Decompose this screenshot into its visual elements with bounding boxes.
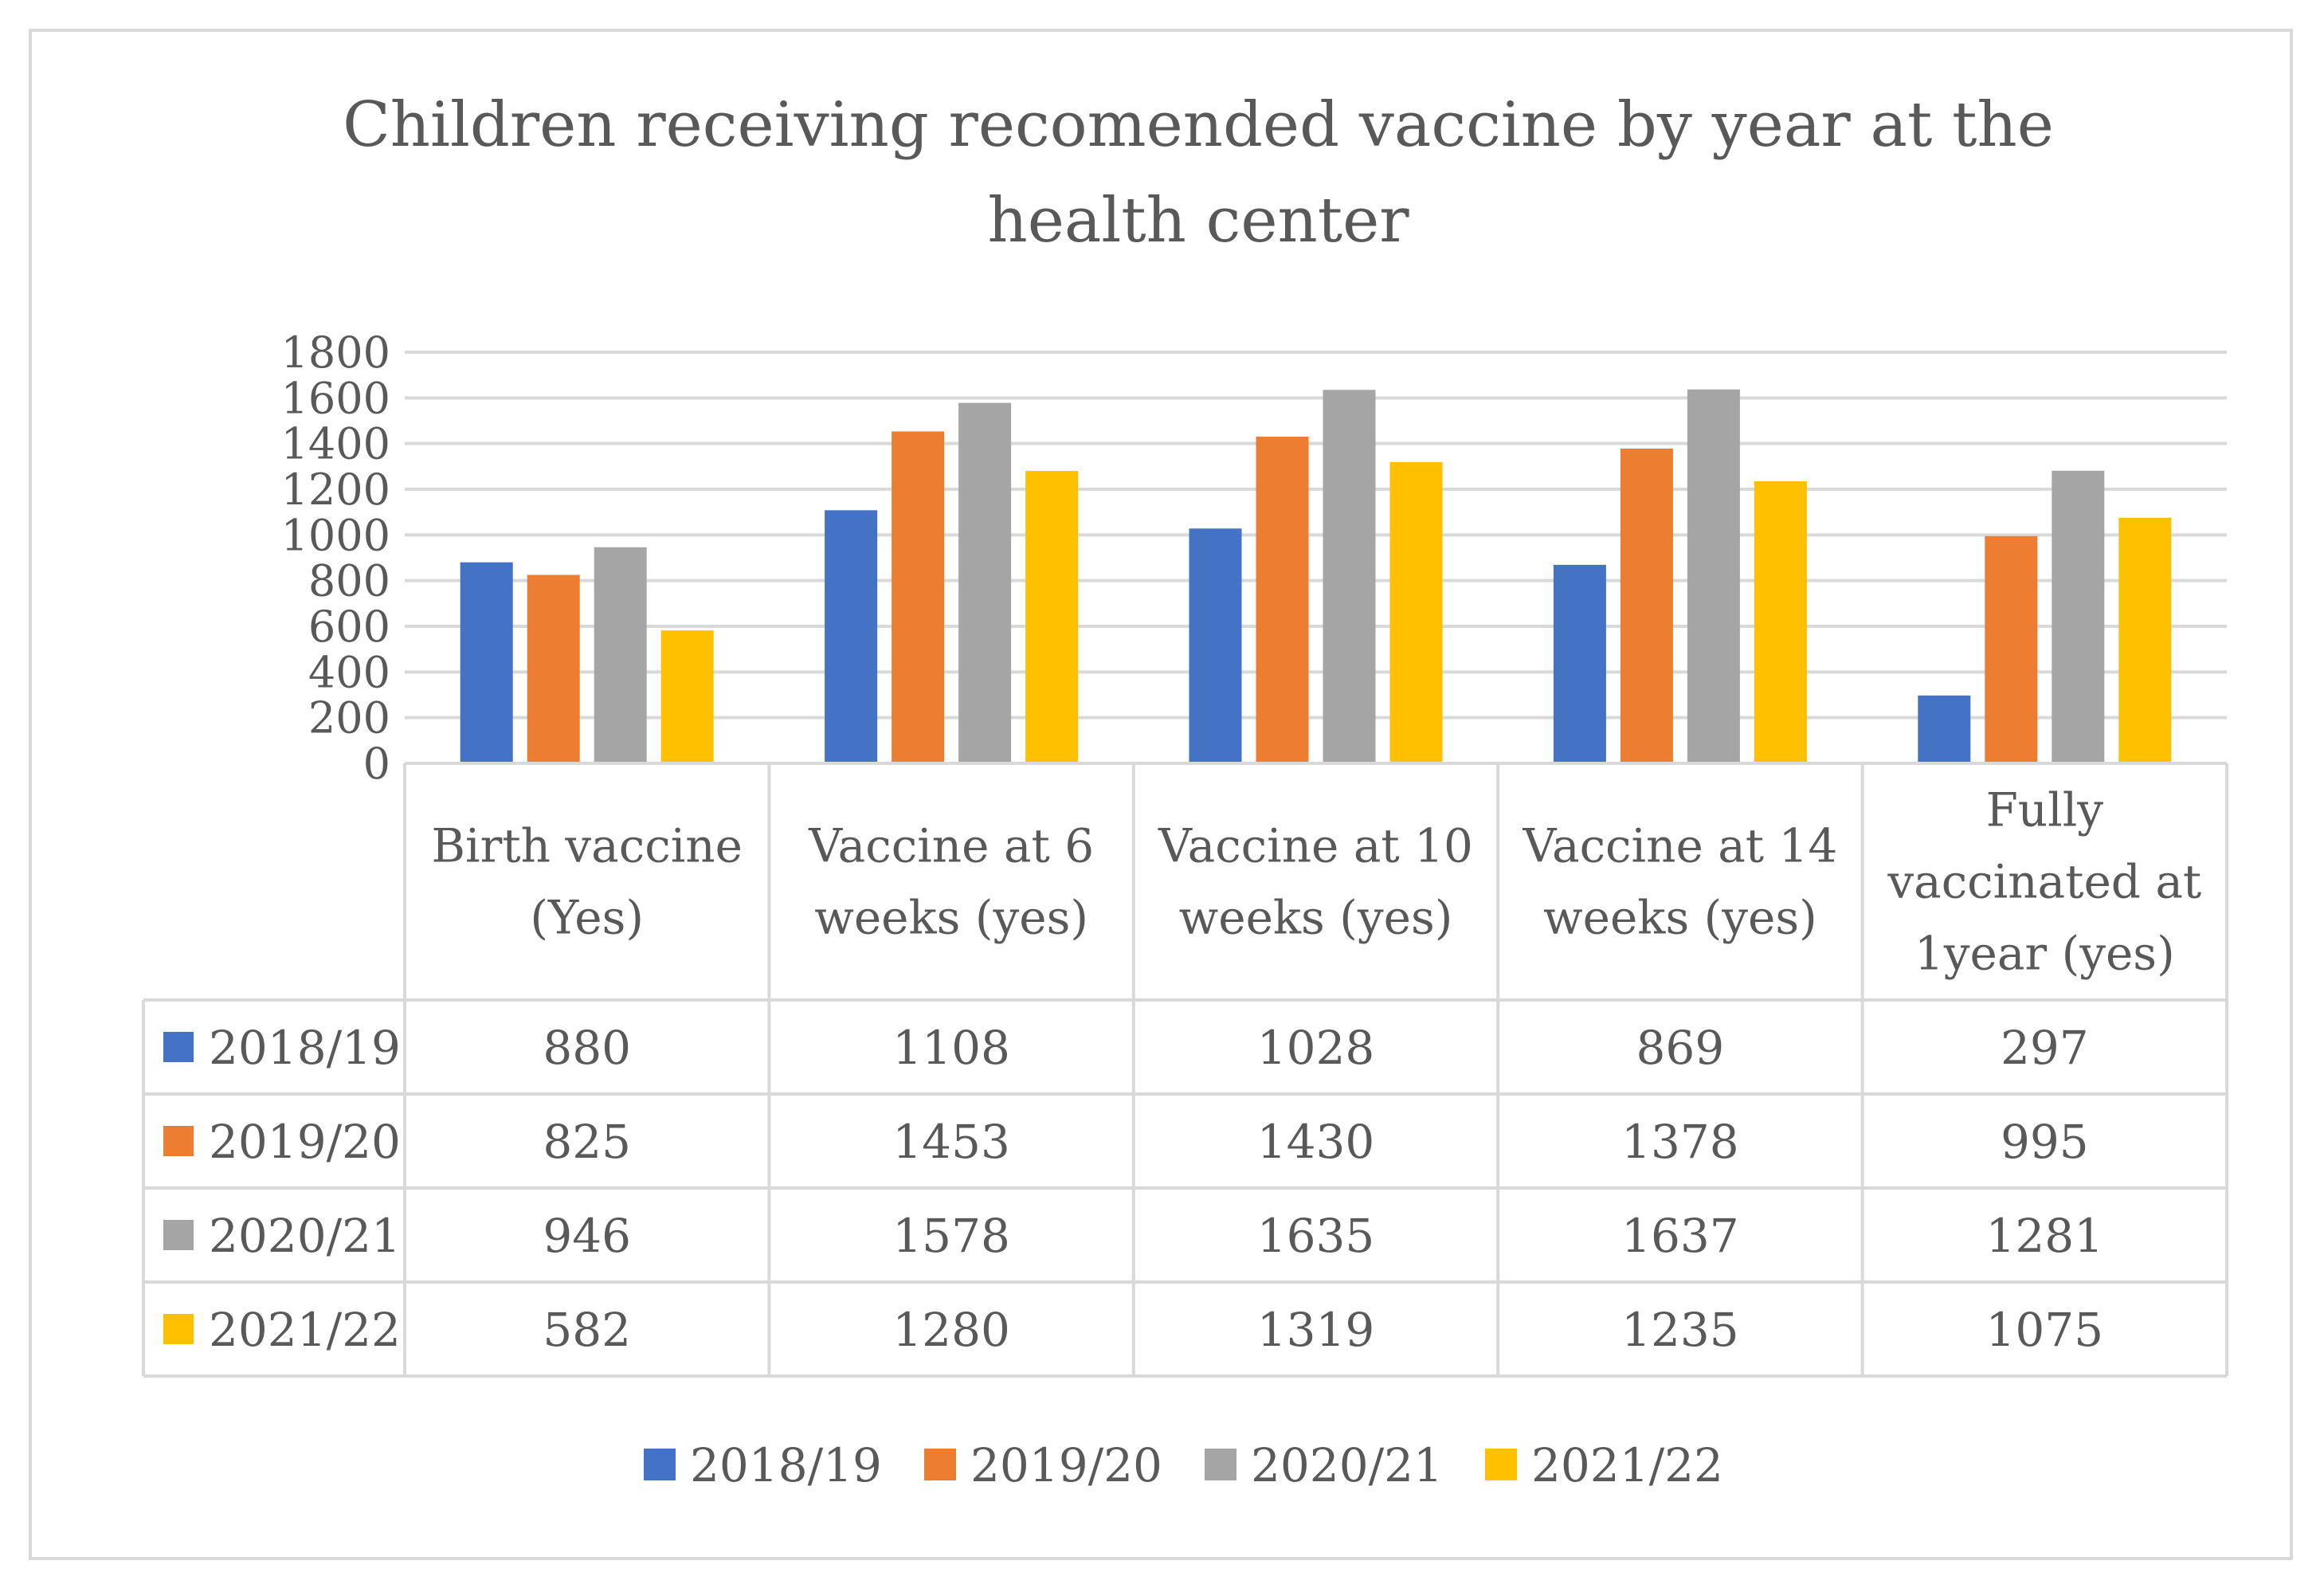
bar [1553, 564, 1606, 763]
y-tick-label: 1000 [281, 510, 390, 560]
legend-swatch [1205, 1449, 1236, 1480]
table-cell-value: 1281 [1985, 1209, 2103, 1263]
bar [1256, 437, 1309, 763]
table-series-label: 2020/21 [209, 1209, 401, 1263]
category-label: weeks (yes) [814, 891, 1088, 945]
y-tick-label: 200 [308, 693, 390, 743]
table-cell-value: 946 [543, 1209, 631, 1263]
bar [1687, 389, 1740, 763]
table-legend-key [163, 1126, 194, 1156]
category-label: 1year (yes) [1914, 927, 2175, 981]
table-cell-value: 1075 [1985, 1303, 2103, 1357]
category-label: weeks (yes) [1543, 891, 1817, 945]
category-label: vaccinated at [1887, 855, 2201, 909]
table-cell-value: 1578 [892, 1209, 1010, 1263]
bar [1189, 528, 1242, 763]
bar [892, 431, 945, 763]
y-tick-label: 600 [308, 602, 390, 652]
table-cell-value: 995 [2001, 1115, 2089, 1169]
legend-label: 2019/20 [970, 1438, 1162, 1492]
bar [2052, 470, 2105, 763]
y-tick-label: 1800 [281, 327, 390, 378]
legend-label: 2018/19 [690, 1438, 882, 1492]
table-cell-value: 1635 [1257, 1209, 1375, 1263]
table-cell-value: 1028 [1257, 1021, 1375, 1075]
category-label: Vaccine at 10 [1158, 819, 1473, 873]
chart-title-line: Children receiving recomended vaccine by… [343, 89, 2054, 161]
category-label: Vaccine at 6 [808, 819, 1094, 873]
bar [1620, 448, 1673, 763]
category-label: Birth vaccine [431, 819, 743, 873]
bar [1323, 390, 1376, 763]
y-tick-label: 800 [308, 556, 390, 606]
table-cell-value: 582 [543, 1303, 631, 1357]
bar [2118, 517, 2172, 763]
table-cell-value: 1319 [1257, 1303, 1375, 1357]
y-tick-label: 1200 [281, 465, 390, 515]
table-cell-value: 1108 [892, 1021, 1010, 1075]
table-legend-key [163, 1220, 194, 1250]
table-cell-value: 1637 [1621, 1209, 1739, 1263]
bar [1985, 535, 2038, 763]
table-cell-value: 1280 [892, 1303, 1010, 1357]
category-label: weeks (yes) [1179, 891, 1453, 945]
table-cell-value: 1235 [1621, 1303, 1739, 1357]
y-tick-label: 0 [363, 739, 390, 789]
table-legend-key [163, 1314, 194, 1344]
bar [1918, 695, 1971, 763]
bar [527, 574, 580, 763]
bar [1754, 480, 1807, 763]
category-label: Vaccine at 14 [1522, 819, 1837, 873]
table-series-label: 2021/22 [209, 1303, 401, 1357]
table-cell-value: 825 [543, 1115, 631, 1169]
table-cell-value: 869 [1636, 1021, 1725, 1075]
table-series-label: 2018/19 [209, 1021, 401, 1075]
legend-swatch [1485, 1449, 1517, 1480]
bar [958, 402, 1012, 763]
y-tick-label: 1600 [281, 373, 390, 423]
table-legend-key [163, 1032, 194, 1062]
bar [660, 630, 714, 763]
table-cell-value: 1453 [892, 1115, 1010, 1169]
table-cell-value: 297 [2001, 1021, 2089, 1075]
legend-label: 2020/21 [1251, 1438, 1443, 1492]
category-label: Fully [1986, 783, 2104, 837]
bar [825, 510, 878, 763]
bar [1389, 461, 1443, 763]
table-cell-value: 1430 [1257, 1115, 1375, 1169]
bar [594, 547, 647, 763]
y-tick-label: 400 [308, 647, 390, 697]
legend-label: 2021/22 [1531, 1438, 1723, 1492]
table-series-label: 2019/20 [209, 1115, 401, 1169]
table-cell-value: 1378 [1621, 1115, 1739, 1169]
category-label: (Yes) [530, 891, 644, 945]
bar [1025, 471, 1079, 763]
bar [460, 562, 513, 763]
chart-title-line: health center [987, 185, 1409, 257]
y-tick-label: 1400 [281, 419, 390, 469]
legend-swatch [924, 1449, 956, 1480]
table-cell-value: 880 [543, 1021, 631, 1075]
legend-swatch [644, 1449, 676, 1480]
